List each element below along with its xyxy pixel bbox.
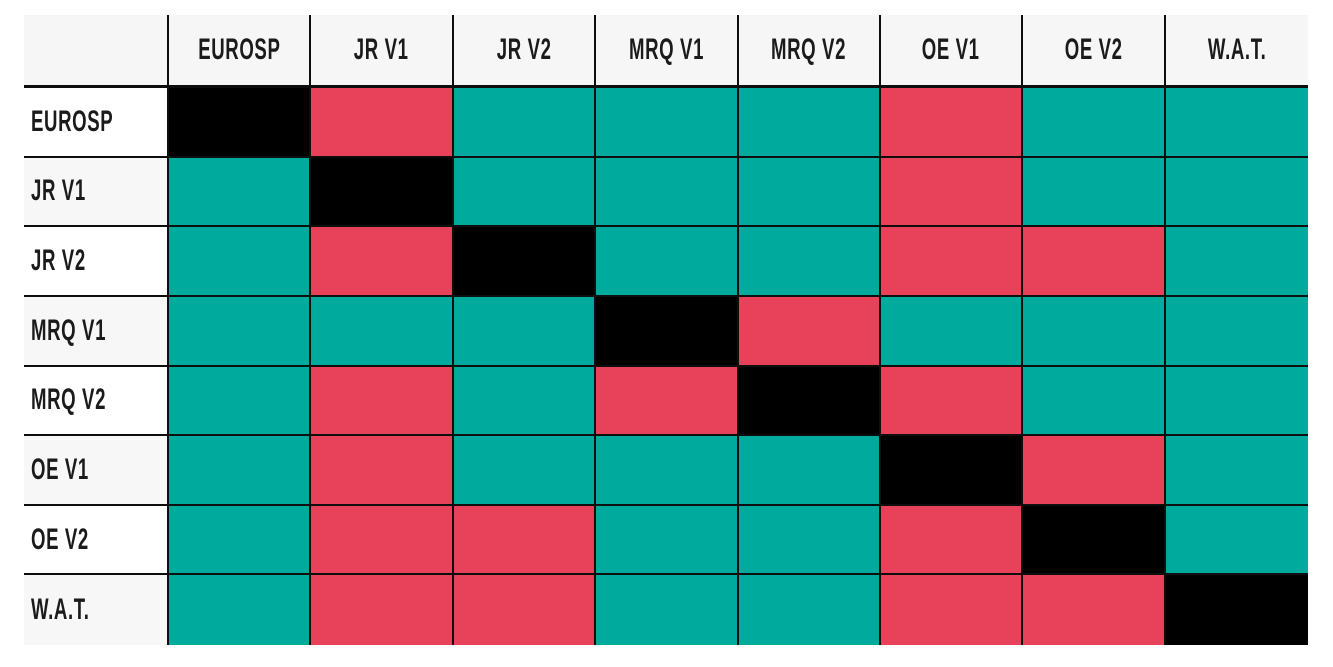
column-header-label: MRQ V2 [771,33,847,66]
matrix-cell-1-6 [1023,157,1166,228]
matrix-cell-4-6 [1023,366,1166,437]
matrix-cell-5-1 [311,436,454,506]
matrix-cell-7-6 [1023,575,1166,645]
matrix-cell-5-3 [596,436,739,506]
matrix-cell-2-6 [1023,227,1166,297]
matrix-cell-7-1 [311,575,454,645]
matrix-cell-7-4 [738,575,881,645]
column-header: W.A.T. [1165,15,1308,88]
matrix-cell-3-1 [311,296,454,367]
matrix-cell-5-5 [880,436,1024,506]
column-header-label: MRQ V1 [628,33,704,66]
column-header-label: OE V2 [1064,33,1123,66]
row-header: OE V2 [24,505,169,576]
row-header-label: EUROSP [31,104,114,138]
column-header: EUROSP [169,15,312,88]
matrix-cell-2-3 [596,227,739,297]
matrix-cell-7-3 [596,575,739,645]
matrix-cell-2-2 [453,227,597,297]
matrix-cell-3-6 [1023,296,1166,367]
matrix-cell-4-7 [1165,366,1308,437]
matrix-cell-4-1 [311,366,454,437]
matrix-cell-7-0 [169,575,312,645]
column-header-label: JR V2 [496,33,552,66]
matrix-cell-5-7 [1165,436,1308,506]
matrix-cell-5-4 [738,436,881,506]
matrix-cell-7-7 [1165,575,1308,645]
matrix-cell-1-1 [311,157,454,228]
matrix-cell-1-5 [880,157,1024,228]
matrix-cell-0-6 [1023,88,1166,158]
row-header: MRQ V1 [24,296,169,367]
column-header: OE V1 [880,15,1024,88]
matrix-grid: EUROSP JR V1 JR V2 MRQ V1 MRQ V2 OE V1 OE V2 W.… [24,15,1308,645]
row-header-label: W.A.T. [31,593,90,627]
row-header: OE V1 [24,436,169,506]
matrix-cell-3-7 [1165,296,1308,367]
row-header: JR V1 [24,157,169,228]
matrix-cell-1-4 [738,157,881,228]
matrix-cell-0-4 [738,88,881,158]
row-header-label: MRQ V2 [31,383,107,417]
row-header-label: JR V2 [31,244,86,278]
matrix-cell-6-4 [738,505,881,576]
matrix-cell-0-2 [453,88,597,158]
column-header: MRQ V2 [738,15,881,88]
row-header-label: MRQ V1 [31,313,107,347]
column-header: OE V2 [1023,15,1166,88]
matrix-cell-0-5 [880,88,1024,158]
matrix-cell-0-3 [596,88,739,158]
matrix-cell-2-4 [738,227,881,297]
row-header-label: OE V2 [31,522,89,556]
matrix-cell-2-5 [880,227,1024,297]
matrix-cell-2-1 [311,227,454,297]
matrix-cell-6-0 [169,505,312,576]
matrix-cell-6-5 [880,505,1024,576]
matrix-cell-6-2 [453,505,597,576]
matrix-cell-0-7 [1165,88,1308,158]
matrix-cell-0-0 [169,88,312,158]
row-header: EUROSP [24,88,169,158]
matrix-cell-1-7 [1165,157,1308,228]
row-header: JR V2 [24,227,169,297]
matrix-cell-3-2 [453,296,597,367]
matrix-cell-5-2 [453,436,597,506]
matrix-cell-0-1 [311,88,454,158]
corner-cell [24,15,169,88]
matrix-cell-3-0 [169,296,312,367]
matrix-cell-6-7 [1165,505,1308,576]
matrix-cell-2-0 [169,227,312,297]
comparison-matrix: EUROSP JR V1 JR V2 MRQ V1 MRQ V2 OE V1 OE V2 W.… [24,15,1308,645]
column-header: JR V1 [311,15,454,88]
matrix-cell-7-5 [880,575,1024,645]
matrix-cell-5-6 [1023,436,1166,506]
matrix-cell-1-2 [453,157,597,228]
matrix-cell-2-7 [1165,227,1308,297]
matrix-cell-1-3 [596,157,739,228]
matrix-cell-1-0 [169,157,312,228]
row-header-label: JR V1 [31,174,86,208]
matrix-cell-4-5 [880,366,1024,437]
column-header-label: EUROSP [198,33,281,66]
column-header: JR V2 [453,15,597,88]
column-header-label: W.A.T. [1207,33,1267,66]
matrix-cell-5-0 [169,436,312,506]
matrix-cell-4-4 [738,366,881,437]
matrix-cell-6-1 [311,505,454,576]
matrix-cell-3-3 [596,296,739,367]
column-header: MRQ V1 [596,15,739,88]
matrix-cell-4-3 [596,366,739,437]
matrix-cell-3-5 [880,296,1024,367]
row-header-label: OE V1 [31,452,89,486]
matrix-cell-4-0 [169,366,312,437]
matrix-cell-6-3 [596,505,739,576]
matrix-cell-3-4 [738,296,881,367]
row-header: MRQ V2 [24,366,169,437]
row-header: W.A.T. [24,575,169,645]
matrix-cell-6-6 [1023,505,1166,576]
column-header-label: JR V1 [354,33,409,66]
matrix-cell-7-2 [453,575,597,645]
column-header-label: OE V1 [922,33,981,66]
matrix-cell-4-2 [453,366,597,437]
